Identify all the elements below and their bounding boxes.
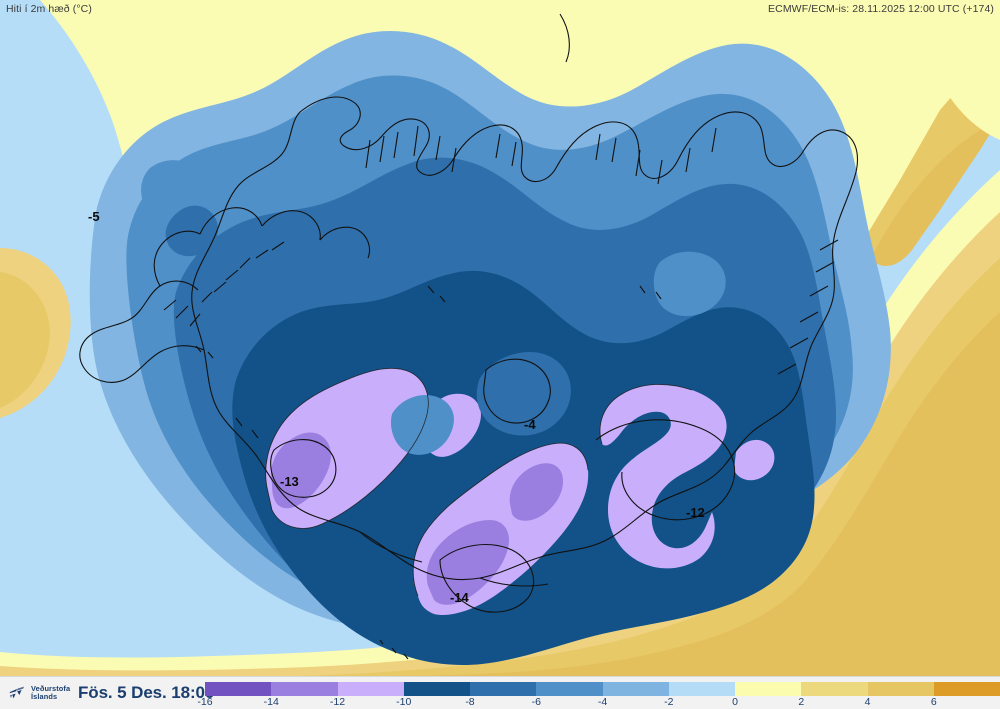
colorbar-tick: 0 xyxy=(732,696,738,708)
imo-logo-line1: Veðurstofa xyxy=(31,683,71,693)
temperature-colorbar[interactable]: -16 -14 -12 -10 -8 -6 -4 -2 0 2 4 6 xyxy=(197,682,1000,709)
warm-pocket-hofsjokull xyxy=(476,352,571,436)
colorbar-cell xyxy=(735,682,802,696)
purple-core-south-upper xyxy=(509,463,564,521)
colorbar-cell xyxy=(668,682,735,696)
colorbar-tick: -12 xyxy=(329,696,346,708)
colorbar-tick: 4 xyxy=(864,696,871,708)
contour-label: -13 xyxy=(280,474,299,489)
isotherm-lines xyxy=(265,367,693,597)
colorbar-cell xyxy=(536,682,603,696)
colorbar-tick: -6 xyxy=(531,696,541,708)
colorbar-tick: -2 xyxy=(664,696,674,708)
contour-label: -14 xyxy=(450,590,469,605)
warm-sea-northeast xyxy=(924,0,1000,140)
contour-label: -4 xyxy=(524,417,536,432)
colorbar-tick: 2 xyxy=(798,696,805,708)
warm-pocket-center xyxy=(390,394,454,455)
colorbar-cell xyxy=(867,682,934,696)
warm-sea-south-4 xyxy=(0,312,1000,676)
temperature-contour-field xyxy=(0,0,1000,676)
colorbar-tick: -10 xyxy=(396,696,412,708)
colorbar-tick: -8 xyxy=(465,696,475,708)
colorbar-cell xyxy=(933,682,1000,696)
colorbar-cell xyxy=(271,682,338,696)
contour-label: -5 xyxy=(88,209,100,224)
colorbar-tick: -16 xyxy=(197,696,213,708)
colorbar-cell xyxy=(337,682,404,696)
colorbar-tick: 6 xyxy=(930,696,937,708)
warm-sea-northwest-2 xyxy=(0,272,50,408)
iceland-coastline xyxy=(79,13,859,660)
colorbar-cell xyxy=(801,682,868,696)
cool-pocket-w xyxy=(165,205,219,257)
imo-logo-line2: Íslands xyxy=(31,692,58,701)
colorbar-tick-labels: -16 -14 -12 -10 -8 -6 -4 -2 0 2 4 6 xyxy=(197,696,1000,709)
map-title: Hiti í 2m hæð (°C) xyxy=(6,3,92,15)
colorbar-swatches xyxy=(205,682,1000,696)
colorbar-tick: -14 xyxy=(263,696,279,708)
colorbar-cell xyxy=(205,682,272,696)
imo-logo[interactable]: Veðurstofa Íslands xyxy=(8,681,76,705)
cool-pocket-ne xyxy=(653,251,726,317)
temperature-map[interactable]: Hiti í 2m hæð (°C) ECMWF/ECM-is: 28.11.2… xyxy=(0,0,1000,676)
imo-logo-text: Veðurstofa Íslands xyxy=(31,683,71,702)
model-run-info: ECMWF/ECM-is: 28.11.2025 12:00 UTC (+174… xyxy=(768,3,994,15)
colorbar-cell xyxy=(602,682,669,696)
colorbar-tick: -4 xyxy=(597,696,608,708)
purple-core-west xyxy=(270,432,331,509)
valid-time-label: Fös. 5 Des. 18:00 xyxy=(78,683,215,702)
colorbar-cell xyxy=(470,682,537,696)
purple-patch-east xyxy=(734,439,775,481)
contour-label: -12 xyxy=(686,505,705,520)
colorbar-cell xyxy=(403,682,470,696)
imo-logo-icon xyxy=(9,686,24,699)
